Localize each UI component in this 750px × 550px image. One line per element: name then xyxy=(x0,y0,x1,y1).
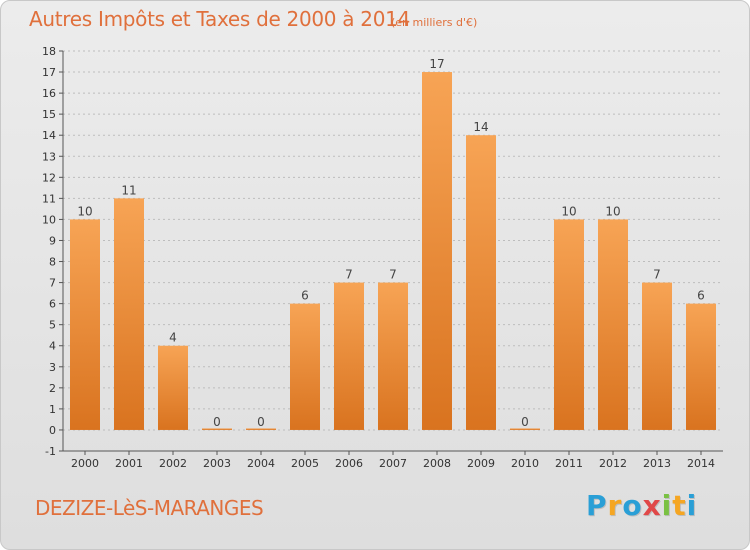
y-tick-label: -1 xyxy=(45,445,56,458)
y-tick-label: 8 xyxy=(49,256,56,269)
x-tick-label-2007: 2007 xyxy=(379,457,407,470)
bar-2004 xyxy=(246,428,276,430)
x-tick-label-2012: 2012 xyxy=(599,457,627,470)
y-tick-label: 7 xyxy=(49,277,56,290)
bar-2001 xyxy=(114,198,144,430)
data-label-2002: 4 xyxy=(169,331,177,345)
data-label-2013: 7 xyxy=(653,268,661,282)
x-tick-label-2001: 2001 xyxy=(115,457,143,470)
x-tick-label-2010: 2010 xyxy=(511,457,539,470)
data-labels: 10 11 4 0 0 6 7 7 17 14 0 10 10 7 6 xyxy=(77,57,704,429)
data-label-2006: 7 xyxy=(345,268,353,282)
x-tick-label-2002: 2002 xyxy=(159,457,187,470)
bar-2013 xyxy=(642,282,672,430)
chart-unit: (en milliers d'€) xyxy=(391,16,478,29)
bar-2009 xyxy=(466,135,496,430)
bar-2008 xyxy=(422,72,452,430)
x-tick-labels: 2000 2001 2002 2003 2004 2005 2006 2007 2008 2009… xyxy=(71,451,715,470)
x-tick-label-2013: 2013 xyxy=(643,457,671,470)
data-label-2007: 7 xyxy=(389,268,397,282)
y-tick-label: 11 xyxy=(42,192,56,205)
logo-letter: x xyxy=(642,489,662,522)
x-tick-label-2006: 2006 xyxy=(335,457,363,470)
y-tick-label: 9 xyxy=(49,234,56,247)
proxiti-logo: Proxiti xyxy=(586,489,697,522)
y-tick-label: 16 xyxy=(42,87,56,100)
x-tick-label-2000: 2000 xyxy=(71,457,99,470)
data-label-2011: 10 xyxy=(561,204,576,218)
logo-letter: i xyxy=(661,489,673,522)
y-tick-label: 4 xyxy=(49,340,56,353)
bar-2014 xyxy=(686,303,716,430)
y-tick-label: 15 xyxy=(42,108,56,121)
chart-title: Autres Impôts et Taxes de 2000 à 2014 xyxy=(29,7,410,31)
y-tick-label: 18 xyxy=(42,45,56,58)
bar-2007 xyxy=(378,282,408,430)
bar-2000 xyxy=(70,219,100,430)
data-label-2012: 10 xyxy=(605,204,620,218)
bar-2003 xyxy=(202,428,232,430)
y-tick-label: 5 xyxy=(49,319,56,332)
data-label-2003: 0 xyxy=(213,415,221,429)
y-tick-label: 12 xyxy=(42,171,56,184)
bars xyxy=(70,72,716,430)
logo-letter: o xyxy=(622,489,643,522)
bar-2011 xyxy=(554,219,584,430)
x-tick-label-2005: 2005 xyxy=(291,457,319,470)
data-label-2000: 10 xyxy=(77,204,92,218)
x-tick-label-2011: 2011 xyxy=(555,457,583,470)
y-tick-label: 1 xyxy=(49,403,56,416)
commune-name: DEZIZE-LèS-MARANGES xyxy=(35,496,264,520)
logo-letter: t xyxy=(672,489,687,522)
x-tick-label-2003: 2003 xyxy=(203,457,231,470)
x-tick-label-2009: 2009 xyxy=(467,457,495,470)
logo-letter: i xyxy=(686,489,698,522)
data-label-2010: 0 xyxy=(521,415,529,429)
data-label-2001: 11 xyxy=(121,183,136,197)
logo-letter: P xyxy=(586,489,608,522)
y-tick-label: 3 xyxy=(49,361,56,374)
bar-2005 xyxy=(290,303,320,430)
bar-2006 xyxy=(334,282,364,430)
data-label-2009: 14 xyxy=(473,120,488,134)
y-tick-label: 14 xyxy=(42,129,56,142)
bar-2010 xyxy=(510,428,540,430)
logo-letter: r xyxy=(607,489,623,522)
data-label-2005: 6 xyxy=(301,289,309,303)
x-tick-label-2004: 2004 xyxy=(247,457,275,470)
bar-2002 xyxy=(158,345,188,430)
y-tick-label: 6 xyxy=(49,298,56,311)
y-tick-label: 0 xyxy=(49,424,56,437)
y-tick-label: 13 xyxy=(42,150,56,163)
data-label-2008: 17 xyxy=(429,57,444,71)
data-label-2004: 0 xyxy=(257,415,265,429)
x-tick-label-2008: 2008 xyxy=(423,457,451,470)
y-tick-label: 2 xyxy=(49,382,56,395)
bar-2012 xyxy=(598,219,628,430)
y-tick-label: 10 xyxy=(42,213,56,226)
data-label-2014: 6 xyxy=(697,289,705,303)
y-tick-label: 17 xyxy=(42,66,56,79)
x-tick-label-2014: 2014 xyxy=(687,457,715,470)
